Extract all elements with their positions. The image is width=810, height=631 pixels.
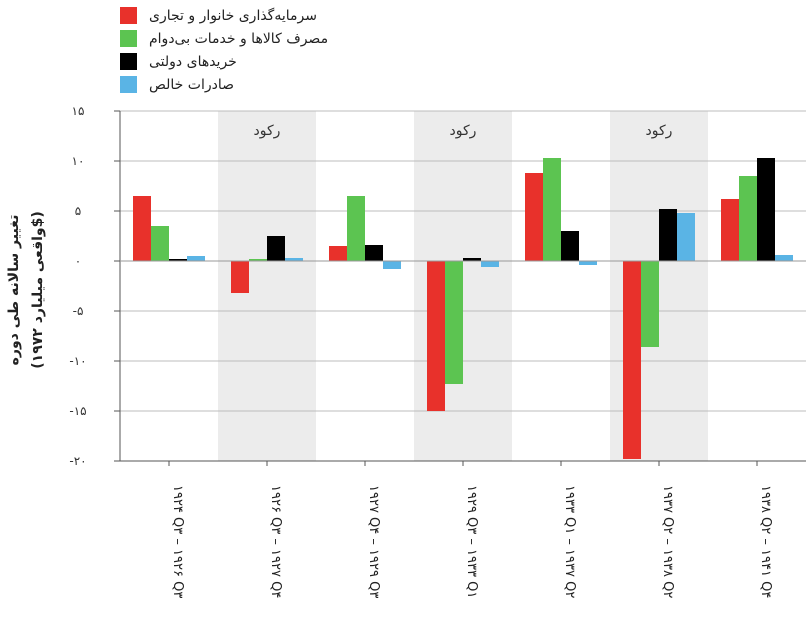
bar [641, 261, 659, 347]
x-tick-label: ۱۹۲۶ Q۳ – ۱۹۲۷ Q۴ [268, 485, 283, 598]
legend-label: صادرات خالص [149, 76, 235, 93]
x-tick-label: ۱۹۲۴ Q۳ – ۱۹۲۶ Q۳ [170, 485, 185, 598]
bar [481, 261, 499, 267]
legend-label: مصرف کالاها و خدمات بی‌دوام [149, 30, 329, 47]
bar [623, 261, 641, 459]
bar [659, 209, 677, 261]
bar [249, 259, 267, 261]
bar [757, 158, 775, 261]
bar [267, 236, 285, 261]
legend-swatch [120, 76, 137, 93]
bar [383, 261, 401, 269]
legend-item: مصرف کالاها و خدمات بی‌دوام [120, 27, 328, 50]
y-tick-labels: ۱۵ ۱۰ ۵ ۰ -۵ -۱۰ -۱۵ -۲۰ [69, 104, 86, 468]
bar [445, 261, 463, 384]
recession-label: رکود [254, 123, 281, 139]
y-tick-label: ۵ [75, 204, 81, 218]
bar [525, 173, 543, 261]
legend-swatch [120, 30, 137, 47]
y-tick-label: -۱۵ [69, 404, 86, 418]
bar [463, 258, 481, 261]
legend-swatch [120, 53, 137, 70]
bar [739, 176, 757, 261]
y-axis-title-line1: تغییر سالانه طی دوره [6, 215, 22, 366]
bar [677, 213, 695, 261]
bar [721, 199, 739, 261]
recession-label: رکود [646, 123, 673, 139]
bar [329, 246, 347, 261]
bar [543, 158, 561, 261]
bar [187, 256, 205, 261]
y-tick-label: -۱۰ [69, 354, 86, 368]
bar [231, 261, 249, 293]
y-tick-label: ۱۰ [72, 154, 85, 168]
bar [579, 261, 597, 265]
x-tick-label: ۱۹۲۹ Q۳ – ۱۹۳۳ Q۱ [464, 485, 479, 598]
x-tick-label: ۱۹۳۳ Q۱ – ۱۹۳۷ Q۲ [562, 485, 577, 598]
bar [347, 196, 365, 261]
bar [169, 259, 187, 261]
y-axis-title-line2: (۱۹۷۲ واقعی میلیارد$) [30, 211, 46, 369]
bar [775, 255, 793, 261]
bars [133, 158, 793, 459]
y-tick-label: ۰ [75, 254, 81, 268]
legend-swatch [120, 7, 137, 24]
bar [561, 231, 579, 261]
bar [427, 261, 445, 411]
bar [365, 245, 383, 261]
axes [114, 110, 806, 466]
legend: سرمایه‌گذاری خانوار و تجاری مصرف کالاها … [120, 4, 328, 96]
x-tick-label: ۱۹۳۷ Q۲ – ۱۹۳۸ Q۲ [660, 485, 675, 598]
x-tick-labels: ۱۹۲۴ Q۳ – ۱۹۲۶ Q۳ ۱۹۲۶ Q۳ – ۱۹۲۷ Q۴ ۱۹۲۷ Q… [170, 485, 773, 598]
legend-item: خریدهای دولتی [120, 50, 328, 73]
recession-label: رکود [450, 123, 477, 139]
bar [133, 196, 151, 261]
legend-label: سرمایه‌گذاری خانوار و تجاری [149, 7, 317, 24]
y-tick-label: -۲۰ [69, 454, 86, 468]
y-tick-label: -۵ [73, 304, 84, 318]
legend-item: صادرات خالص [120, 73, 328, 96]
x-tick-label: ۱۹۳۸ Q۲ – ۱۹۴۱ Q۴ [758, 485, 773, 598]
legend-item: سرمایه‌گذاری خانوار و تجاری [120, 4, 328, 27]
bar [285, 258, 303, 261]
x-tick-label: ۱۹۲۷ Q۴ – ۱۹۲۹ Q۳ [366, 485, 381, 598]
y-axis-title: تغییر سالانه طی دوره (۱۹۷۲ واقعی میلیارد… [6, 211, 46, 369]
y-tick-label: ۱۵ [72, 104, 85, 118]
bar [151, 226, 169, 261]
legend-label: خریدهای دولتی [149, 53, 237, 70]
